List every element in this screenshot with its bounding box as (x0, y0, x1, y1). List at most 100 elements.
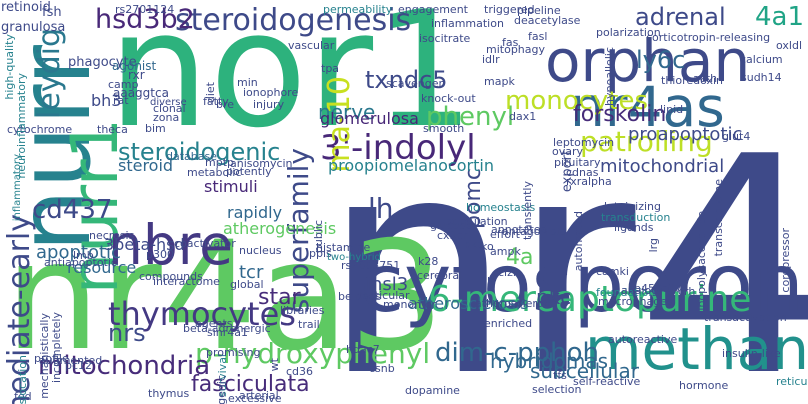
word-121: reticularis (776, 375, 808, 388)
word-188: lrg (647, 238, 660, 253)
word-119: autoreactive (608, 333, 678, 346)
word-181: thioredoxin (661, 74, 724, 87)
word-30: phenyl (426, 102, 515, 132)
word-117: transactivation (704, 311, 787, 324)
word-112: macrophages (598, 295, 673, 308)
word-113: foundation (596, 286, 656, 299)
word-99: leptomycin (553, 136, 615, 149)
word-10: 6-mercaptopurine (428, 279, 752, 320)
word-51: atherogenesis (223, 219, 337, 238)
word-68: pipeline (517, 4, 561, 17)
word-103: rxralpha (566, 175, 612, 188)
word-176: automated (572, 211, 585, 272)
word-164: enriched (484, 317, 533, 330)
word-198: mitogenic (215, 375, 228, 404)
word-85: database (166, 150, 217, 163)
word-32: forskolin (573, 102, 667, 127)
word-172: annotated (491, 223, 548, 236)
word-194: diverse (150, 97, 187, 108)
word-31: monocytes (505, 86, 649, 116)
word-114: analog (621, 284, 659, 297)
word-153: two-hybrid (327, 252, 381, 263)
word-86: mptp (205, 156, 234, 169)
word-145: lmb (73, 249, 94, 262)
word-74: inflammation (431, 17, 504, 30)
word-156: cx3cr1 (437, 229, 475, 242)
word-66: engagement (398, 3, 468, 16)
word-166: monomer (383, 298, 437, 311)
word-91: min (237, 76, 258, 89)
word-65: permeability (323, 3, 393, 16)
word-97: smooth (423, 122, 465, 135)
word-147: coactivator (174, 237, 236, 250)
word-151: nucleus (239, 244, 282, 257)
word-191: fatty (203, 95, 229, 108)
word-144: necrosis (89, 229, 135, 242)
word-78: rxr (128, 68, 145, 82)
word-49: glomerulosa (320, 109, 419, 128)
word-120: hormone (679, 379, 729, 392)
word-189: hypoallelic (603, 47, 616, 106)
word-42: mitochondrial (600, 156, 725, 177)
word-59: fsh (42, 5, 62, 20)
word-26: ly6c (636, 46, 686, 74)
word-0: nr4a (322, 93, 808, 404)
word-177: mitophagy (486, 43, 546, 56)
word-141: translocation (16, 355, 29, 404)
word-54: 3beta-hsd (104, 235, 185, 254)
word-163: bp (480, 273, 494, 286)
word-75: fasl (528, 30, 548, 43)
word-131: promising (206, 346, 261, 359)
word-34: star (258, 285, 301, 310)
word-197: arterial (239, 389, 279, 402)
word-125: dopamine (405, 384, 460, 397)
word-116: corepressor (779, 228, 792, 293)
word-122: self-reactive (573, 375, 641, 388)
word-12: hsd3b2 (95, 4, 195, 35)
word-98: dax1 (509, 110, 537, 123)
word-174: transiently (521, 181, 534, 240)
word-92: ionophore (243, 86, 299, 99)
word-73: isocitrate (419, 32, 471, 45)
word-55: steroid (118, 156, 174, 175)
word-175: public (312, 220, 325, 254)
word-182: acth (693, 72, 718, 85)
word-76: fas (502, 36, 519, 49)
word-126: csnb (369, 362, 395, 375)
word-183: sudh14 (741, 71, 782, 84)
word-21: cd437 (32, 195, 113, 225)
word-111: camki (596, 265, 629, 278)
word-115: crh (678, 285, 696, 298)
word-33: nerve (318, 100, 376, 124)
word-9: methane (585, 315, 808, 383)
word-79: camp (108, 78, 139, 91)
word-170: effort (490, 228, 520, 241)
word-60: phagocyte (68, 55, 137, 70)
word-57: retinoid (1, 0, 51, 15)
word-106: transduction (601, 211, 671, 224)
word-148: compounds (139, 270, 203, 283)
word-101: pituitary (554, 156, 601, 169)
word-81: rat (113, 94, 129, 107)
word-90: bre (216, 98, 235, 111)
word-28: txndc5 (365, 66, 448, 94)
word-132: thymus (148, 387, 190, 400)
word-44: pkc (536, 285, 572, 309)
word-72: oxldl (776, 39, 802, 52)
word-196: beta-adrenergic (183, 322, 271, 335)
word-143: antiapoptotic (44, 256, 117, 269)
word-40: subcellular (530, 359, 639, 383)
word-46: tcr (239, 262, 264, 283)
word-107: ligands (614, 221, 654, 234)
word-41: proapoptotic (628, 124, 743, 145)
word-29: lh (368, 192, 394, 225)
word-64: rs2701124 (115, 3, 175, 16)
word-25: 4a1 (755, 2, 805, 32)
word-123: tfs (553, 369, 567, 382)
word-124: selection (532, 383, 582, 396)
word-71: corticotropin-releasing (646, 31, 771, 44)
word-162: cizl (498, 266, 516, 279)
word-186: glut4 (722, 130, 751, 143)
word-168: stimulation (446, 215, 508, 228)
